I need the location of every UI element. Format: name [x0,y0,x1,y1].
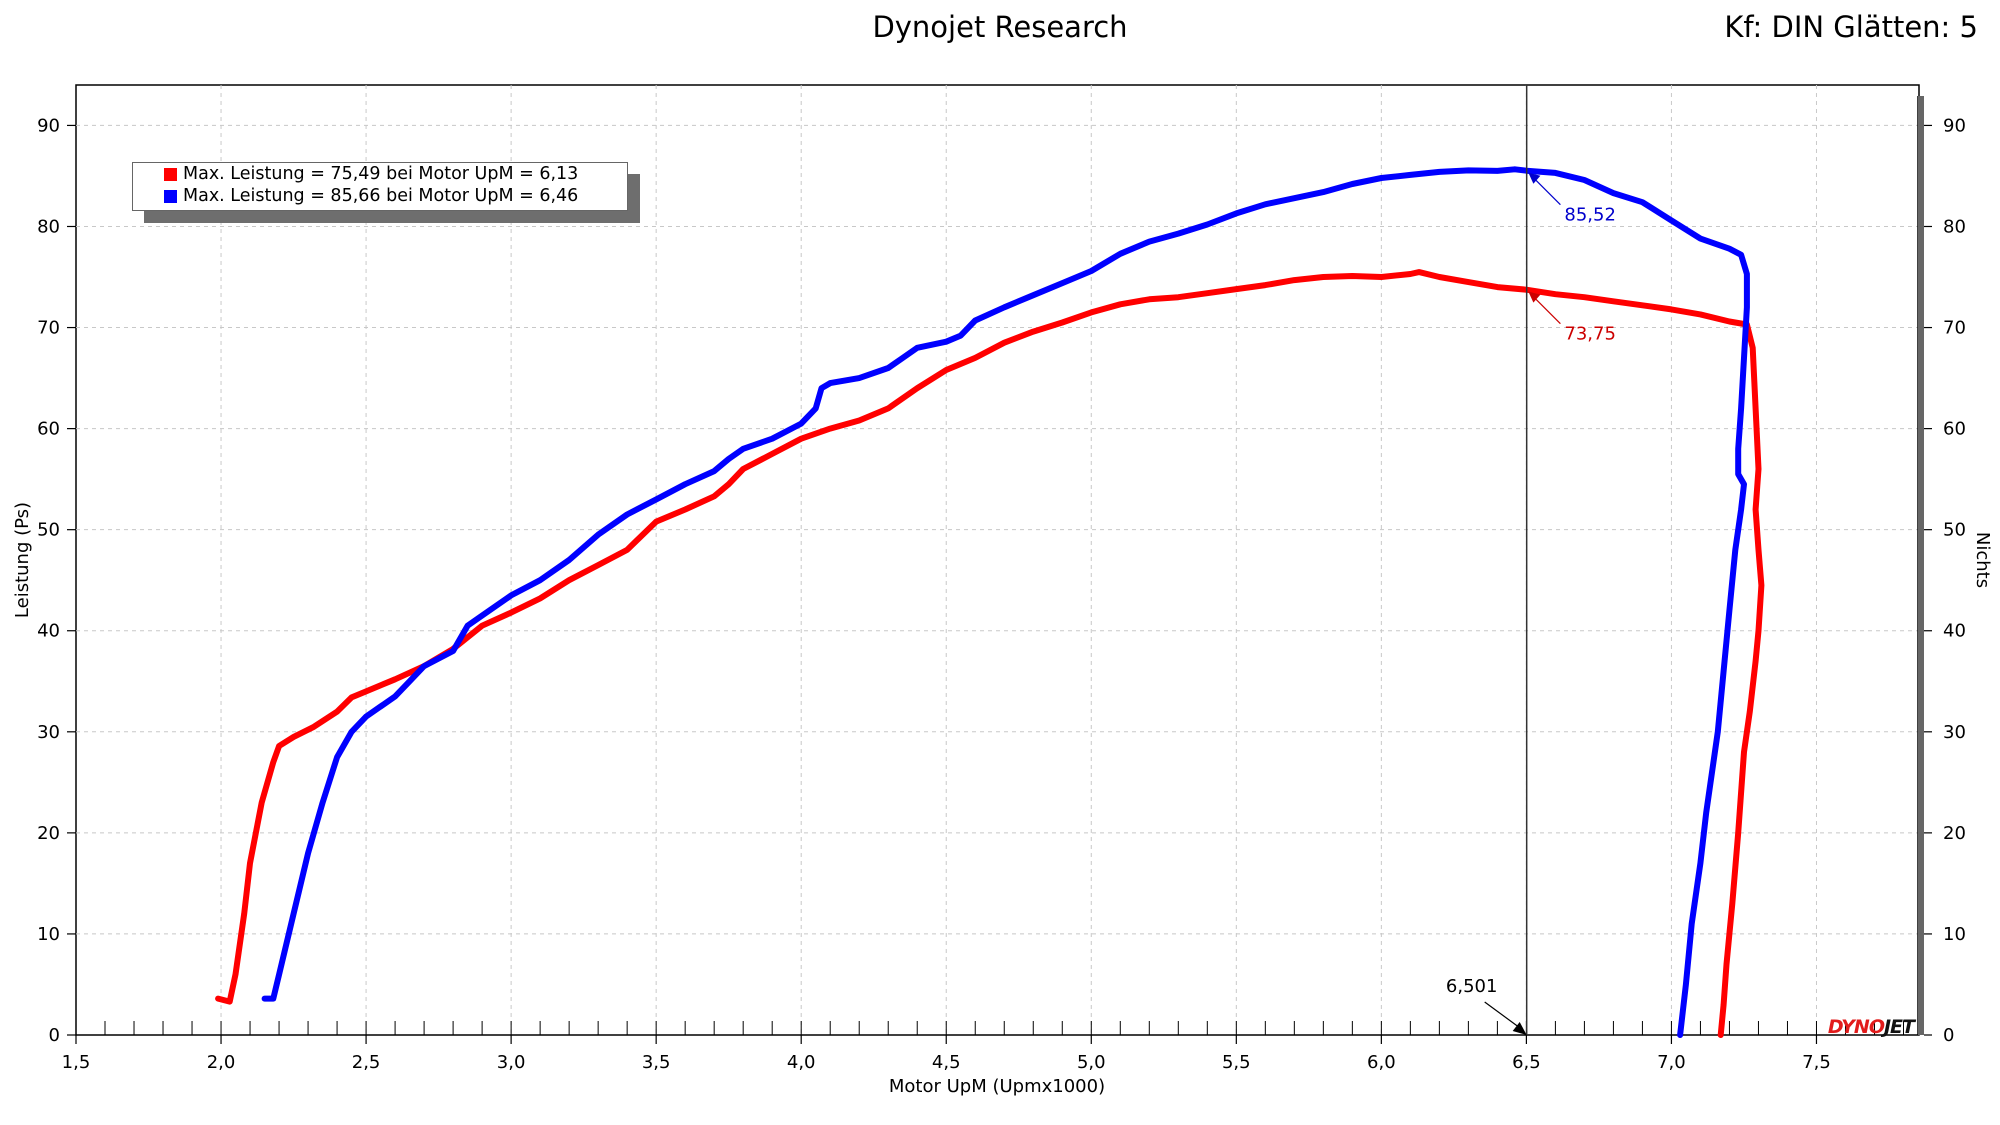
x-tick-label: 2,5 [352,1052,381,1073]
y-tick-label-left: 50 [37,520,60,541]
x-axis-title: Motor UpM (Upmx1000) [889,1076,1105,1097]
annotation-arrow-line [1531,295,1561,325]
y-tick-label-right: 80 [1943,216,1966,237]
y-tick-label-right: 50 [1943,520,1966,541]
chart-title: Dynojet Research [872,10,1128,44]
legend: Max. Leistung = 75,49 bei Motor UpM = 6,… [132,162,628,211]
y-tick-label-left: 90 [37,115,60,136]
y-tick-label-right: 0 [1943,1025,1954,1046]
x-tick-label: 3,0 [497,1052,526,1073]
right-axis-band [1918,96,1924,1035]
y-tick-label-right: 60 [1943,419,1966,440]
y-tick-label-right: 40 [1943,621,1966,642]
x-tick-label: 7,0 [1657,1052,1686,1073]
x-tick-label: 3,5 [642,1052,671,1073]
x-tick-label: 6,0 [1367,1052,1396,1073]
plot-area [75,84,1920,1036]
y-axis-title: Leistung (Ps) [12,502,33,618]
y-tick-label-left: 80 [37,216,60,237]
legend-swatch-blue [164,190,177,203]
y-tick-label-left: 30 [37,722,60,743]
legend-swatch-red [164,168,177,181]
cursor-arrow-line [1484,1001,1520,1028]
y-tick-label-left: 20 [37,823,60,844]
legend-item-red: Max. Leistung = 75,49 bei Motor UpM = 6,… [164,164,579,186]
x-tick-label: 7,5 [1802,1052,1831,1073]
axis-ticks [67,124,1932,1044]
x-tick-label: 1,5 [62,1052,91,1073]
y-tick-label-left: 70 [37,318,60,339]
x-tick-label: 5,0 [1077,1052,1106,1073]
annotation-label-blue: 85,52 [1564,205,1616,226]
x-tick-label: 4,5 [932,1052,961,1073]
y-tick-label-left: 10 [37,924,60,945]
series-line-red [215,269,1765,1038]
rpm-cursor[interactable]: 6,501 85,52 73,75 [1446,85,1616,1035]
x-tick-label: 4,0 [787,1052,816,1073]
y-tick-label-right: 20 [1943,823,1966,844]
y-tick-label-left: 0 [49,1025,60,1046]
dynojet-logo: DYNOJET [1827,1016,1915,1038]
legend-item-blue: Max. Leistung = 85,66 bei Motor UpM = 6,… [164,186,579,208]
chart-subtitle: Kf: DIN Glätten: 5 [1724,10,1978,44]
tick-labels: 1,5 2,0 2,5 3,0 3,5 4,0 4,5 5,0 5,5 6,0 6,5 7,0 7,5 0… [37,115,1966,1073]
y-tick-label-right: 10 [1943,924,1966,945]
x-tick-label: 5,5 [1222,1052,1251,1073]
y-tick-label-left: 40 [37,621,60,642]
data-series [215,166,1765,1038]
x-tick-label: 2,0 [207,1052,236,1073]
y-tick-label-right: 70 [1943,318,1966,339]
cursor-rpm-label: 6,501 [1446,976,1498,997]
series-line-blue [261,166,1750,1038]
logo-part-dyno: DYNO [1827,1016,1885,1038]
y-tick-label-left: 60 [37,419,60,440]
y2-axis-title: Nichts [1972,532,1993,588]
y-tick-label-right: 30 [1943,722,1966,743]
cursor-arrow-head [1512,1022,1527,1035]
annotation-arrow-line [1531,176,1561,206]
logo-part-jet: JET [1883,1016,1915,1038]
annotation-arrow-head [1528,172,1541,184]
legend-label-red: Max. Leistung = 75,49 bei Motor UpM = 6,… [183,164,579,184]
annotation-label-red: 73,75 [1564,324,1616,345]
x-tick-label: 6,5 [1512,1052,1541,1073]
annotation-arrow-head [1528,291,1541,303]
y-tick-label-right: 90 [1943,115,1966,136]
legend-label-blue: Max. Leistung = 85,66 bei Motor UpM = 6,… [183,186,579,206]
